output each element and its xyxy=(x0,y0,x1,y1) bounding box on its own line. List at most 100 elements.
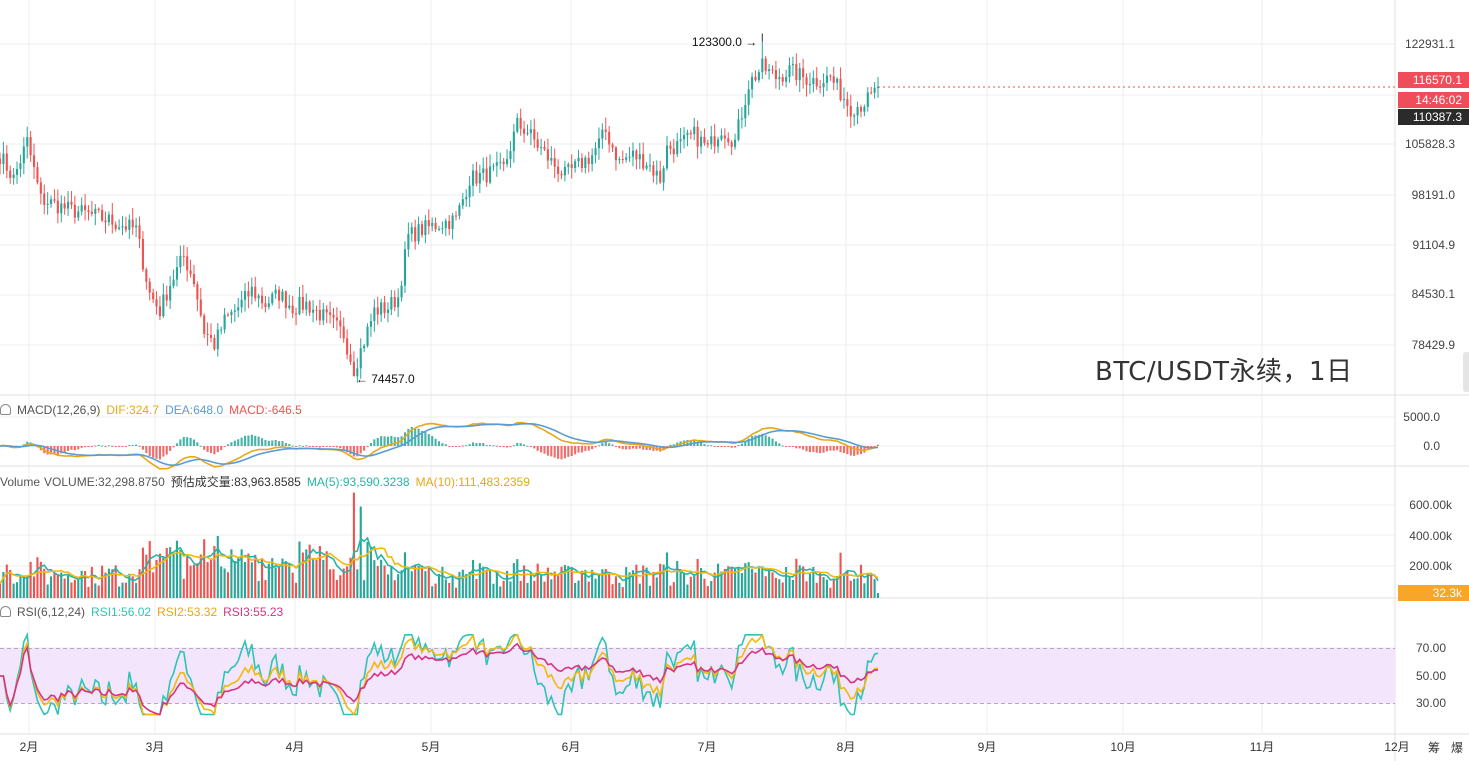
macd-bar xyxy=(812,446,815,452)
candle xyxy=(628,147,631,163)
candle-body xyxy=(557,166,560,174)
macd-bar xyxy=(601,443,604,446)
candle-body xyxy=(312,309,315,313)
side-panel-handle[interactable] xyxy=(1463,352,1469,392)
macd-bar xyxy=(791,446,794,447)
volume-bar xyxy=(254,554,257,598)
macd-bar xyxy=(795,446,798,449)
price-axis-label: 78429.9 xyxy=(1412,338,1456,352)
candle-body xyxy=(757,72,760,81)
volume-bar xyxy=(567,566,570,598)
candle-body xyxy=(703,137,706,144)
volume-bar xyxy=(376,566,379,598)
candle-body xyxy=(264,303,267,307)
volume-bar xyxy=(553,571,556,598)
volume-bar xyxy=(781,582,784,598)
candle-body xyxy=(512,131,515,152)
volume-bar xyxy=(216,535,219,598)
macd-bar xyxy=(567,446,570,457)
macd-bar xyxy=(788,446,791,447)
volume-bar xyxy=(785,567,788,598)
macd-bar xyxy=(410,426,413,446)
candle-body xyxy=(363,345,366,349)
candle-body xyxy=(543,147,546,150)
macd-bar xyxy=(802,446,805,450)
volume-bar xyxy=(842,575,846,598)
candle xyxy=(846,91,849,117)
candle xyxy=(655,160,658,185)
macd-bar xyxy=(832,446,835,451)
bell-icon[interactable] xyxy=(0,606,11,617)
candle-body xyxy=(747,89,750,105)
candle xyxy=(706,140,709,148)
volume-bar xyxy=(754,572,757,598)
macd-bar xyxy=(478,443,481,446)
volume-bar xyxy=(699,568,703,598)
candle xyxy=(131,207,134,235)
price-axis-label: 105828.3 xyxy=(1405,137,1455,151)
candle xyxy=(768,63,771,80)
volume-bar xyxy=(795,558,798,598)
volume-bar xyxy=(693,573,696,598)
volume-bar xyxy=(332,569,335,598)
volume-label: Volume xyxy=(0,475,41,489)
macd-bar xyxy=(570,446,573,456)
macd-bar xyxy=(506,446,509,448)
volume-bar xyxy=(186,557,189,598)
chips-icon[interactable]: 筹 xyxy=(1428,741,1441,755)
candle xyxy=(815,67,818,90)
candle-body xyxy=(652,165,655,176)
candle-body xyxy=(410,227,413,234)
macd-bar xyxy=(315,446,318,447)
macd-bar xyxy=(771,438,774,446)
macd-bar xyxy=(584,446,587,451)
candle-body xyxy=(84,205,87,211)
candle-body xyxy=(614,147,618,161)
candle xyxy=(645,162,648,171)
candle xyxy=(26,126,29,159)
volume-bar xyxy=(662,564,665,598)
volume-bar xyxy=(203,539,206,598)
volume-bar xyxy=(720,571,723,598)
macd-bar xyxy=(260,438,264,446)
candle xyxy=(577,149,580,168)
macd-bar xyxy=(720,446,723,447)
macd-axis-label: 5000.0 xyxy=(1403,410,1440,424)
candle xyxy=(448,215,451,236)
volume-bar xyxy=(611,584,614,598)
volume-bar xyxy=(441,566,444,598)
macd-bar xyxy=(819,446,822,454)
candle xyxy=(312,300,315,323)
macd-bar xyxy=(67,446,70,451)
volume-bar xyxy=(621,587,624,598)
candle-body xyxy=(526,133,529,135)
candle xyxy=(346,329,349,360)
candle-body xyxy=(570,164,573,169)
liquidation-icon[interactable]: 爆 xyxy=(1451,741,1464,755)
candle-body xyxy=(434,223,437,230)
candle xyxy=(499,152,502,170)
macd-bar xyxy=(373,439,376,446)
volume-bar xyxy=(73,579,76,598)
macd-bar xyxy=(495,445,498,447)
macd-bar xyxy=(376,437,379,446)
candle-body xyxy=(870,92,873,94)
volume-bar xyxy=(213,546,216,598)
candle-body xyxy=(506,159,509,165)
candle-body xyxy=(298,296,301,314)
candle-body xyxy=(359,348,362,369)
macd-bar xyxy=(325,446,328,447)
low-price-annotation: ← 74457.0 xyxy=(356,372,415,386)
candle-body xyxy=(118,227,121,229)
volume-bar xyxy=(9,569,12,598)
candle-body xyxy=(67,201,70,209)
candle xyxy=(737,109,740,142)
bell-icon[interactable] xyxy=(0,404,11,415)
candle xyxy=(822,73,825,97)
volume-bar xyxy=(652,571,655,598)
macd-bar xyxy=(162,446,165,457)
volume-bar xyxy=(696,558,699,598)
x-axis-tick-label: 9月 xyxy=(978,740,997,754)
candle-body xyxy=(386,309,390,313)
